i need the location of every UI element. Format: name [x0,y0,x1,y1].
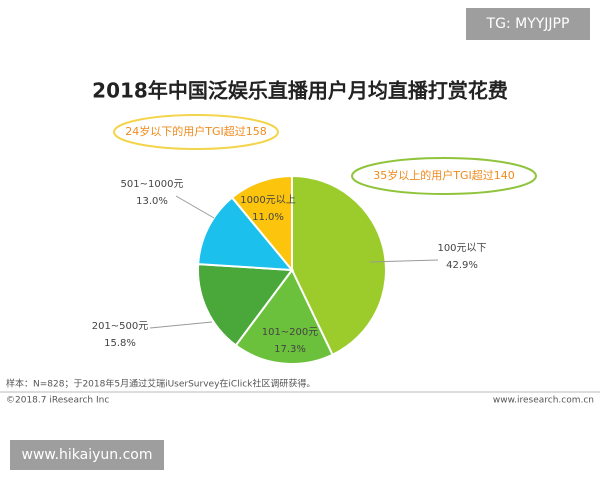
leader-line [149,321,213,329]
leader-line [175,195,215,219]
slice-label: 1000元以上 [240,194,295,206]
pie [197,174,387,365]
watermark: TG: MYYJJPP [486,16,570,32]
callout-bubble [113,114,279,150]
callout-bubble [351,157,537,195]
footnote: 样本：N=828；于2018年5月通过艾瑞iUserSurvey在iClick社… [6,378,315,390]
slice-label: 100元以下 [437,243,486,254]
pie-slice [234,268,334,365]
slice-label: 101~200元 [262,327,319,338]
pie-slice [291,174,387,357]
source-url: www.iresearch.com.cn [493,396,594,406]
chart-title: 2018年中国泛娱乐直播用户月均直播打赏花费 [92,79,508,103]
watermark-box [466,8,590,40]
value-label: 13.0% [136,196,168,207]
slice-label: 201~500元 [92,321,149,332]
slice-label: 501~1000元 [121,179,184,190]
value-label: 42.9% [446,260,478,271]
leader-line [369,259,439,263]
pie-slice [230,174,293,273]
callout-text: 35岁以上的用户TGI超过140 [373,168,514,182]
value-label: 17.3% [274,344,306,355]
copyright: ©2018.7 iResearch Inc [6,396,109,406]
pie-slice [197,196,295,272]
watermark: www.hikaiyun.com [22,447,153,463]
watermark-box [10,440,164,470]
value-label: 11.0% [252,212,284,223]
pie-slice [197,263,294,347]
value-label: 15.8% [104,338,136,349]
callout-text: 24岁以下的用户TGI超过158 [125,124,266,138]
